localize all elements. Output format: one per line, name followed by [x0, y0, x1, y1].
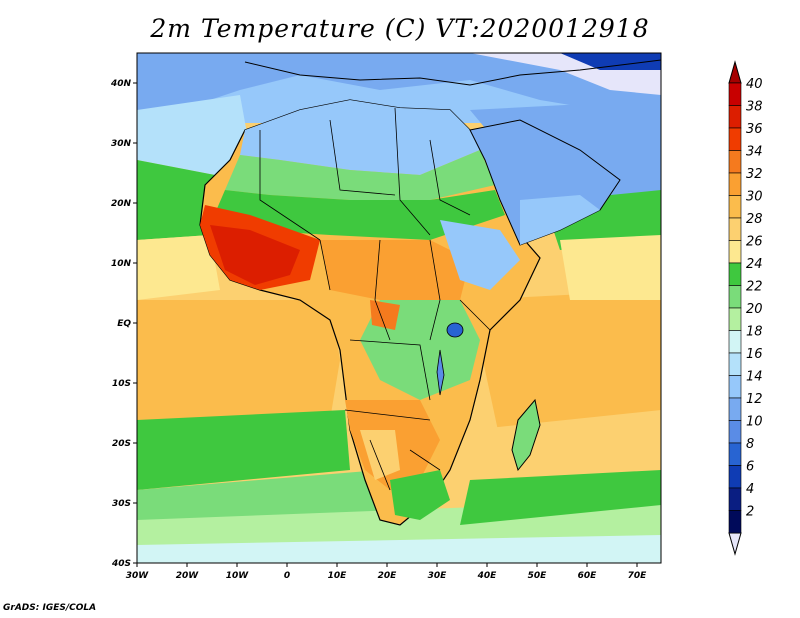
- lat-tick-label: 40N: [110, 79, 132, 89]
- colorbar: 40 38 36 34 32 30 28 26 24 22 20 18 16 14 12 10 8 6 4 2: [728, 60, 763, 556]
- colorbar-swatch: [728, 442, 742, 466]
- colorbar-swatch: [728, 127, 742, 151]
- lat-tick-label: 40S: [111, 559, 131, 569]
- colorbar-swatch: [728, 307, 742, 331]
- map-field: [137, 53, 661, 563]
- colorbar-label: 36: [746, 122, 763, 137]
- lon-tick-label: 40E: [477, 571, 498, 581]
- colorbar-swatch: [728, 397, 742, 421]
- colorbar-label: 16: [746, 347, 763, 362]
- colorbar-swatch: [728, 217, 742, 241]
- lon-tick-label: 60E: [578, 571, 598, 581]
- lon-tick-label: 10W: [226, 571, 250, 581]
- colorbar-top-arrow: [728, 60, 742, 84]
- colorbar-label: 6: [746, 460, 754, 475]
- colorbar-label: 40: [746, 77, 763, 92]
- colorbar-label: 26: [746, 235, 763, 250]
- colorbar-label: 20: [746, 302, 763, 317]
- colorbar-swatch: [728, 510, 742, 534]
- lon-tick-label: 20W: [176, 571, 200, 581]
- lon-tick-label: 30W: [126, 571, 150, 581]
- colorbar-label: 12: [746, 392, 763, 407]
- colorbar-swatch: [728, 172, 742, 196]
- lat-tick-label: 20N: [111, 199, 132, 209]
- colorbar-swatch: [728, 352, 742, 376]
- colorbar-label: 32: [746, 167, 763, 182]
- colorbar-swatch: [728, 150, 742, 174]
- colorbar-label: 14: [746, 370, 763, 385]
- lat-tick-label: 30S: [112, 499, 131, 509]
- chart-title: 2m Temperature (C) VT:2020012918: [150, 14, 650, 43]
- colorbar-swatch: [728, 487, 742, 511]
- lon-ticks: 30W 20W 10W 0 10E 20E 30E 40E 50E 60E 70…: [126, 563, 647, 581]
- colorbar-label: 34: [746, 145, 763, 160]
- colorbar-label: 30: [746, 190, 763, 205]
- lon-tick-label: 50E: [528, 571, 548, 581]
- colorbar-swatch: [728, 82, 742, 106]
- colorbar-swatch: [728, 420, 742, 444]
- colorbar-label: 8: [746, 437, 754, 452]
- lake-victoria: [446, 322, 464, 338]
- colorbar-label: 38: [746, 100, 763, 115]
- lat-tick-label: EQ: [117, 319, 131, 329]
- colorbar-label: 28: [746, 212, 763, 227]
- colorbar-swatch: [728, 105, 742, 129]
- lake-tanganyika: [436, 349, 445, 396]
- colorbar-swatch: [728, 262, 742, 286]
- lon-tick-label: 70E: [628, 571, 648, 581]
- colorbar-label: 22: [746, 280, 763, 295]
- colorbar-swatch: [728, 375, 742, 399]
- lat-tick-label: 10N: [111, 259, 132, 269]
- colorbar-label: 4: [746, 482, 754, 497]
- lon-tick-label: 10E: [328, 571, 348, 581]
- colorbar-swatch: [728, 465, 742, 489]
- colorbar-label: 2: [746, 505, 754, 520]
- lon-tick-label: 30E: [428, 571, 448, 581]
- colorbar-swatch: [728, 330, 742, 354]
- lat-ticks: 40N 30N 20N 10N EQ 10S 20S 30S 40S: [110, 79, 137, 569]
- colorbar-label: 18: [746, 325, 763, 340]
- colorbar-label: 10: [746, 415, 763, 430]
- lon-tick-label: 0: [284, 571, 290, 581]
- colorbar-swatch: [728, 240, 742, 264]
- lat-tick-label: 10S: [112, 379, 131, 389]
- country-borders: [259, 107, 491, 491]
- colorbar-swatch: [728, 195, 742, 219]
- lat-tick-label: 20S: [112, 439, 131, 449]
- lon-tick-label: 20E: [378, 571, 398, 581]
- madagascar: [511, 398, 541, 472]
- colorbar-bottom-arrow: [728, 532, 742, 556]
- colorbar-label: 24: [746, 257, 763, 272]
- lat-tick-label: 30N: [111, 139, 132, 149]
- grads-credit: GrADS: IGES/COLA: [3, 603, 97, 613]
- colorbar-swatch: [728, 285, 742, 309]
